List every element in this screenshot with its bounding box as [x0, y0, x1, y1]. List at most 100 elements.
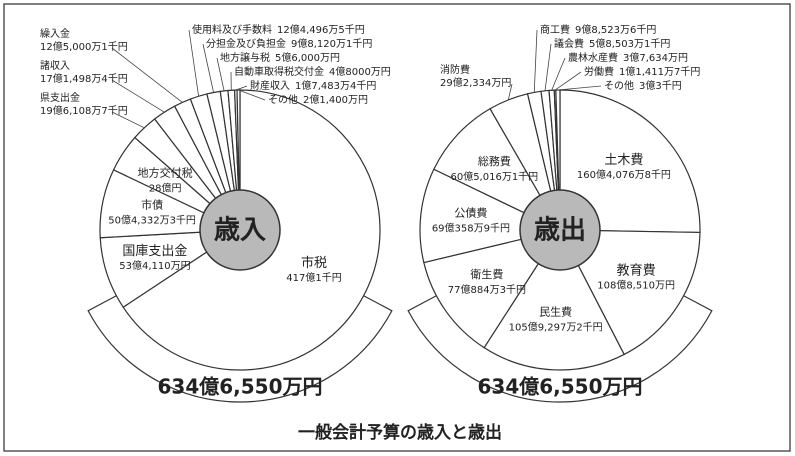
- value-label: 29億2,334万円: [440, 76, 511, 89]
- slice-label: 諸収入 17億1,498万4千円: [40, 59, 128, 85]
- value-label: 12億5,000万1千円: [40, 40, 128, 53]
- pie-slice: [419, 168, 562, 264]
- pie-slice: [559, 89, 701, 234]
- slice-label: 民生費 105億9,297万2千円: [509, 304, 603, 333]
- slice-label: 市債 50億4,332万3千円: [108, 198, 196, 227]
- value-label: 160億4,076万8千円: [577, 168, 671, 181]
- pie-slice: [423, 229, 562, 349]
- pie-title: 歳出: [534, 216, 586, 246]
- category-name: 土木費: [604, 153, 643, 168]
- category-name: 使用料及び手数料: [192, 23, 272, 36]
- pie: [419, 89, 701, 371]
- slice-label: 分担金及び負担金 9億8,120万1千円: [206, 37, 372, 50]
- value-label: 1億7,483万4千円: [295, 79, 376, 92]
- pie-title: 歳入: [214, 216, 266, 246]
- category-name: 公債費: [454, 205, 487, 219]
- slice-label: 商工費 9億8,523万6千円: [540, 23, 656, 36]
- category-name: 地方交付税: [138, 166, 193, 180]
- category-name: 国庫支出金: [122, 244, 187, 259]
- category-name: 商工費: [540, 23, 570, 36]
- slice-label: 労働費 1億1,411万7千円: [584, 65, 700, 78]
- category-name: 農林水産費: [568, 51, 618, 64]
- category-name: 衛生費: [470, 267, 503, 281]
- slice-label: 使用料及び手数料 12億4,496万5千円: [192, 23, 365, 36]
- category-name: 総務費: [478, 154, 511, 168]
- slice-label: 地方譲与税 5億6,000万円: [220, 51, 340, 64]
- slice-label: 繰入金 12億5,000万1千円: [40, 27, 128, 53]
- slice-label: 衛生費 77億884万3千円: [448, 267, 526, 296]
- leader-line: [544, 43, 552, 91]
- value-label: 5億8,503万1千円: [589, 37, 670, 50]
- value-label: 1億1,411万7千円: [619, 65, 700, 78]
- value-label: 12億4,496万5千円: [277, 23, 365, 36]
- leader-line: [238, 89, 266, 101]
- leader-line: [551, 57, 566, 91]
- leader-line: [235, 85, 248, 91]
- value-label: 9億8,120万1千円: [291, 37, 372, 50]
- leader-line: [216, 57, 225, 91]
- category-name: 議会費: [554, 37, 584, 50]
- value-label: 53億4,110万円: [119, 259, 190, 272]
- leader-line: [202, 43, 214, 93]
- category-name: 地方譲与税: [220, 51, 270, 64]
- center-disc: [199, 189, 281, 271]
- value-label: 105億9,297万2千円: [509, 320, 603, 333]
- category-name: 県支出金: [40, 91, 80, 104]
- value-label: 60億5,016万1千円: [450, 170, 538, 183]
- category-name: 諸収入: [40, 59, 70, 72]
- page-title: 一般会計予算の歳入と歳出: [298, 422, 502, 443]
- center-disc: [519, 189, 601, 271]
- value-label: 77億884万3千円: [448, 283, 526, 296]
- slice-label: 農林水産費 3億7,634万円: [568, 51, 688, 64]
- value-label: 9億8,523万6千円: [575, 23, 656, 36]
- value-label: 5億6,000万円: [275, 51, 340, 64]
- leader-line: [111, 47, 183, 103]
- value-label: 3億3千円: [639, 79, 682, 92]
- leader-line: [554, 71, 582, 91]
- category-name: 消防費: [440, 63, 470, 76]
- slice-label: 総務費 60億5,016万1千円: [450, 154, 538, 183]
- category-name: 市債: [141, 198, 163, 212]
- category-name: 労働費: [584, 65, 614, 78]
- category-name: 財産収入: [250, 79, 290, 92]
- category-name: その他: [604, 79, 634, 92]
- slice-label: 土木費 160億4,076万8千円: [577, 153, 671, 182]
- slice-label: 国庫支出金 53億4,110万円: [119, 244, 190, 272]
- value-label: 108億8,510万円: [597, 278, 675, 291]
- value-label: 69億358万9千円: [432, 221, 510, 234]
- slice-label: 地方交付税 28億円: [138, 166, 193, 195]
- slice-label: その他 2億1,400万円: [268, 93, 368, 106]
- slice-label: 教育費 108億8,510万円: [597, 262, 675, 292]
- slice-label: 議会費 5億8,503万1千円: [554, 37, 670, 50]
- category-name: 教育費: [617, 262, 656, 278]
- slice-label: 公債費 69億358万9千円: [432, 205, 510, 234]
- slice-label: その他 3億3千円: [604, 79, 682, 92]
- value-label: 2億1,400万円: [303, 93, 368, 106]
- value-label: 3億7,634万円: [623, 51, 688, 64]
- pie-slice: [483, 228, 625, 371]
- leader-line: [557, 85, 602, 91]
- slice-label: 市税 417億1千円: [286, 255, 341, 284]
- category-name: 自動車取得税交付金: [234, 65, 324, 78]
- category-name: 繰入金: [40, 27, 70, 40]
- pie-slice: [433, 107, 562, 232]
- value-label: 417億1千円: [286, 271, 341, 284]
- total-label: 634億6,550万円: [157, 375, 322, 399]
- category-name: 分担金及び負担金: [206, 37, 286, 50]
- value-label: 17億1,498万4千円: [40, 72, 128, 85]
- value-label: 19億6,108万7千円: [40, 104, 128, 117]
- slice-label: 財産収入 1億7,483万4千円: [250, 79, 376, 92]
- total-label: 634億6,550万円: [477, 375, 642, 399]
- leader-line: [111, 111, 145, 129]
- value-label: 4億8000万円: [329, 65, 391, 78]
- category-name: 市税: [301, 255, 327, 270]
- category-name: 民生費: [539, 304, 572, 318]
- slice-label: 県支出金 19億6,108万7千円: [40, 91, 128, 117]
- leader-line: [507, 83, 513, 100]
- value-label: 50億4,332万3千円: [108, 214, 196, 227]
- pie-slice: [559, 229, 701, 356]
- value-label: 28億円: [149, 182, 182, 195]
- leader-line: [111, 79, 165, 113]
- leader-line: [188, 29, 199, 97]
